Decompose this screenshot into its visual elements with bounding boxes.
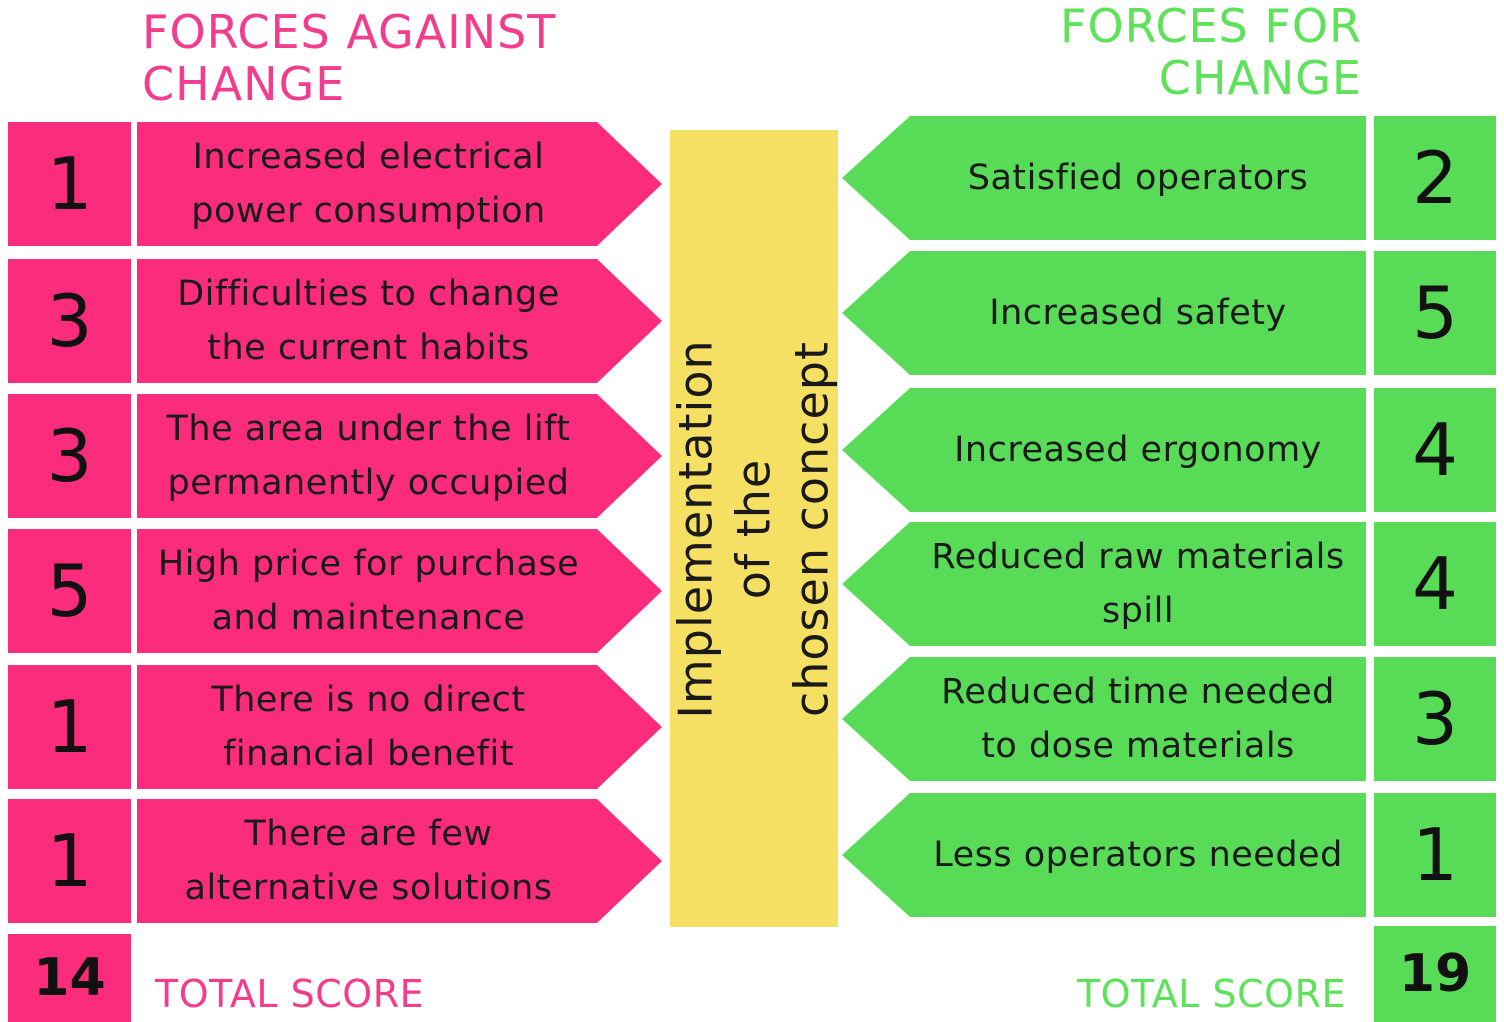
against-force-label: Difficulties to change the current habit… <box>177 274 560 368</box>
against-score-1: 1 <box>8 122 131 246</box>
forces-for-heading: FORCES FOR CHANGE <box>1060 0 1362 105</box>
for-score-3: 4 <box>1374 388 1496 512</box>
for-force-label: Increased safety <box>989 293 1287 333</box>
against-total-score: 14 <box>8 934 131 1022</box>
for-force-label: Increased ergonomy <box>954 430 1322 470</box>
against-force-3: The area under the lift permanently occu… <box>137 394 662 518</box>
against-score-6: 1 <box>8 799 131 923</box>
against-score-4: 5 <box>8 529 131 653</box>
for-score-4: 4 <box>1374 522 1496 646</box>
for-force-label: Less operators needed <box>933 835 1343 875</box>
for-total-score: 19 <box>1374 926 1496 1022</box>
for-score-6: 1 <box>1374 793 1496 917</box>
for-force-2: Increased safety <box>842 251 1366 375</box>
against-force-label: There are few alternative solutions <box>184 814 553 908</box>
center-concept-box: Implementation of the chosen concept <box>669 130 840 927</box>
for-force-5: Reduced time needed to dose materials <box>842 657 1366 781</box>
for-force-label: Reduced time needed to dose materials <box>941 672 1335 766</box>
against-force-2: Difficulties to change the current habit… <box>137 259 662 383</box>
for-score-5: 3 <box>1374 657 1496 781</box>
for-force-4: Reduced raw materials spill <box>842 522 1366 646</box>
for-force-label: Satisfied operators <box>967 158 1309 198</box>
against-score-2: 3 <box>8 259 131 383</box>
for-force-1: Satisfied operators <box>842 116 1366 240</box>
against-force-4: High price for purchase and maintenance <box>137 529 662 653</box>
for-force-label: Reduced raw materials spill <box>931 537 1345 631</box>
against-force-6: There are few alternative solutions <box>137 799 662 923</box>
against-score-5: 1 <box>8 665 131 789</box>
against-score-3: 3 <box>8 394 131 518</box>
for-total-label: TOTAL SCORE <box>1076 972 1346 1016</box>
against-total-label: TOTAL SCORE <box>155 972 425 1016</box>
against-force-label: Increased electrical power consumption <box>191 137 546 231</box>
for-force-6: Less operators needed <box>842 793 1366 917</box>
against-force-label: There is no direct financial benefit <box>211 680 526 774</box>
against-force-label: The area under the lift permanently occu… <box>166 409 571 503</box>
for-score-1: 2 <box>1374 116 1496 240</box>
against-force-label: High price for purchase and maintenance <box>157 544 580 638</box>
for-score-2: 5 <box>1374 251 1496 375</box>
forces-against-heading: FORCES AGAINST CHANGE <box>142 5 557 111</box>
against-force-1: Increased electrical power consumption <box>137 122 662 246</box>
center-concept-label: Implementation of the chosen concept <box>669 338 840 719</box>
for-force-3: Increased ergonomy <box>842 388 1366 512</box>
against-force-5: There is no direct financial benefit <box>137 665 662 789</box>
